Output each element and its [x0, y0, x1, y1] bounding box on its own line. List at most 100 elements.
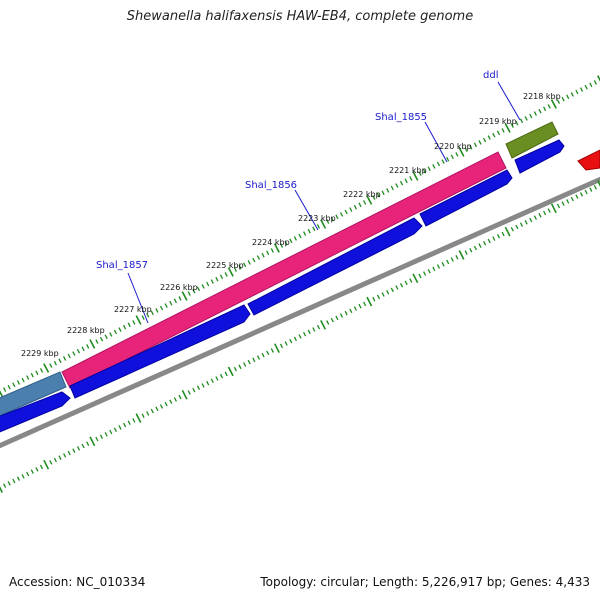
inner-scale-tick: [561, 201, 565, 206]
outer-scale-tick: [7, 384, 11, 390]
outer-scale-tick: [579, 87, 584, 92]
inner-scale-tick: [524, 220, 528, 225]
inner-scale-tick: [412, 273, 419, 284]
inner-scale-tick: [118, 425, 122, 430]
inner-scale-tick: [335, 315, 339, 321]
outer-scale-tick: [496, 130, 501, 136]
outer-scale-tick: [238, 264, 242, 270]
inner-scale-tick: [538, 213, 542, 218]
outer-scale-tick: [519, 118, 524, 124]
outer-scale-tick: [330, 216, 334, 222]
outer-scale-tick: [252, 257, 256, 263]
outer-scale-tick: [273, 243, 280, 253]
inner-scale-tick: [26, 471, 30, 477]
outer-scale-tick: [270, 248, 274, 253]
gene-feature-steelblue[interactable]: [0, 371, 67, 420]
gene-feature-red[interactable]: [577, 149, 600, 171]
inner-scale-tick: [349, 308, 353, 314]
inner-scale-tick: [159, 404, 164, 409]
inner-scale-tick: [450, 257, 454, 262]
outer-scale-tick: [307, 228, 311, 234]
inner-scale-tick: [109, 429, 113, 435]
gene-label-ddl[interactable]: ddl: [483, 70, 498, 81]
inner-scale-tick: [399, 283, 404, 288]
outer-scale-tick: [504, 123, 511, 133]
inner-scale-tick: [418, 273, 422, 279]
outer-scale-tick: [478, 140, 482, 145]
outer-scale-tick: [432, 164, 436, 169]
inner-scale-tick: [519, 222, 524, 227]
outer-scale-tick: [529, 113, 533, 119]
inner-scale-tick: [155, 406, 159, 411]
inner-scale-tick: [196, 385, 201, 390]
scale-label-2226: 2226 kbp: [160, 283, 198, 292]
inner-scale-tick: [458, 250, 465, 260]
outer-scale-tick: [339, 212, 344, 217]
inner-scale-tick: [547, 208, 551, 213]
inner-scale-tick: [381, 292, 385, 297]
outer-scale-tick: [49, 363, 53, 368]
outer-scale-tick: [224, 272, 228, 277]
inner-scale-tick: [464, 250, 468, 255]
inner-scale-tick: [210, 378, 214, 383]
cds-feature-3[interactable]: [247, 217, 423, 316]
leader-shal-1855: [424, 121, 448, 163]
inner-scale-tick: [215, 376, 219, 381]
leader-shal-1857: [127, 272, 149, 324]
outer-scale-tick: [358, 202, 362, 208]
inner-scale-tick: [72, 448, 76, 453]
inner-scale-tick: [289, 338, 293, 344]
cds-feature-2[interactable]: [69, 304, 251, 399]
outer-scale-tick: [455, 152, 459, 157]
outer-scale-tick: [155, 308, 159, 313]
inner-scale-tick: [510, 227, 514, 232]
inner-scale-tick: [409, 278, 413, 283]
outer-scale-tick: [118, 327, 122, 332]
scale-label-2225: 2225 kbp: [206, 261, 244, 270]
outer-scale-tick: [363, 200, 367, 205]
outer-scale-tick: [316, 224, 321, 229]
inner-scale-tick: [316, 324, 321, 330]
inner-scale-tick: [339, 313, 344, 318]
outer-scale-tick: [132, 320, 136, 325]
outer-scale-tick: [524, 116, 528, 121]
gene-label-shal-1855[interactable]: Shal_1855: [375, 112, 427, 123]
inner-scale-tick: [279, 343, 284, 349]
outer-scale-tick: [16, 380, 21, 385]
outer-scale-tick: [86, 344, 90, 349]
inner-scale-tick: [123, 422, 127, 428]
inner-scale-tick: [224, 371, 228, 377]
inner-scale-tick: [89, 436, 96, 447]
outer-scale-tick: [326, 219, 330, 224]
outer-scale-tick: [135, 315, 142, 325]
cds-feature-4[interactable]: [419, 169, 513, 227]
gene-label-shal-1857[interactable]: Shal_1857: [96, 260, 148, 271]
gene-feature-shal-1857-1855[interactable]: [61, 151, 507, 389]
outer-scale-tick: [395, 183, 399, 188]
inner-scale-tick: [372, 296, 376, 302]
outer-scale-tick: [35, 370, 39, 376]
outer-scale-tick: [469, 144, 473, 150]
inner-scale-tick: [584, 189, 588, 195]
gene-label-shal-1856[interactable]: Shal_1856: [245, 180, 297, 191]
genome-title: Shewanella halifaxensis HAW-EB4, complet…: [126, 9, 474, 24]
inner-scale-tick: [312, 327, 316, 332]
outer-scale-tick: [12, 382, 16, 388]
outer-scale-tick: [227, 267, 234, 277]
scale-label-2227: 2227 kbp: [114, 305, 152, 314]
inner-scale-tick: [243, 362, 247, 367]
inner-scale-tick: [455, 255, 459, 260]
outer-scale-tick: [458, 147, 465, 157]
inner-scale-tick: [67, 450, 71, 456]
inner-scale-tick: [99, 434, 104, 439]
inner-scale-tick: [492, 236, 496, 241]
inner-scale-tick: [390, 287, 394, 293]
outer-scale-tick: [104, 334, 108, 340]
inner-scale-tick: [261, 352, 265, 358]
cds-feature-5[interactable]: [514, 139, 565, 174]
inner-scale-tick: [496, 234, 501, 239]
gene-feature-ddl[interactable]: [505, 121, 559, 159]
inner-scale-tick: [227, 366, 234, 377]
cds-feature-1[interactable]: [0, 391, 71, 436]
outer-scale-tick: [344, 209, 348, 215]
